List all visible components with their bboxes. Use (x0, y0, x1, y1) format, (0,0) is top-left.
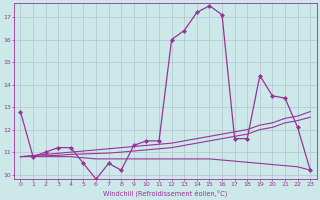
X-axis label: Windchill (Refroidissement éolien,°C): Windchill (Refroidissement éolien,°C) (103, 189, 228, 197)
